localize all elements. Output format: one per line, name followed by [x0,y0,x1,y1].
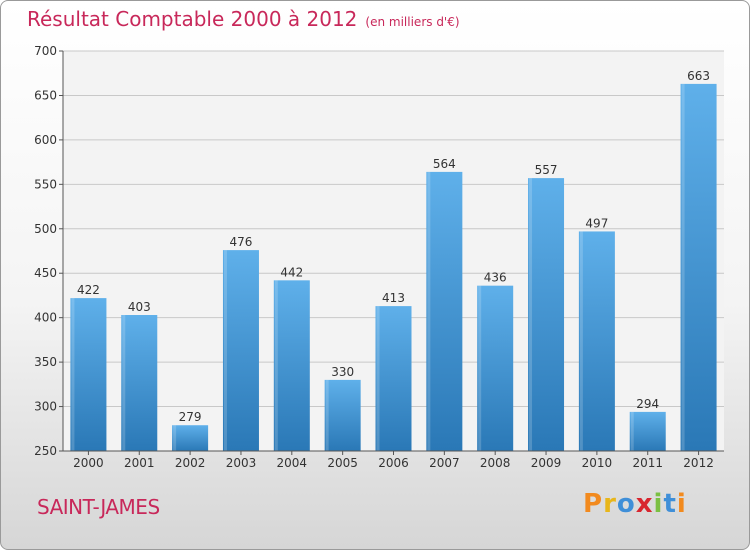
bar-highlight [681,83,685,451]
bar-highlight [478,285,482,451]
bar [172,425,209,451]
bar [528,178,565,451]
bar-highlight [122,315,126,451]
bar-highlight [427,171,431,451]
x-tick-label: 2004 [277,456,308,470]
bar [70,298,107,451]
y-tick-label: 700 [34,44,57,58]
bar-highlight [376,306,380,451]
data-label: 279 [179,410,202,424]
logo-letter: i [676,489,687,519]
location-label: SAINT-JAMES [37,495,160,519]
x-tick-label: 2003 [226,456,257,470]
logo-letter: r [603,489,617,519]
data-label: 330 [331,365,354,379]
logo-letter: P [583,489,604,519]
bar [426,171,463,451]
y-tick-label: 250 [34,444,57,458]
bar [477,285,514,451]
bar-highlight [274,280,278,451]
x-tick-label: 2007 [429,456,460,470]
data-label: 442 [280,265,303,279]
y-tick-label: 550 [34,177,57,191]
bar-highlight [325,379,329,451]
chart-title-unit: (en milliers d'€) [365,15,460,29]
x-tick-label: 2008 [480,456,511,470]
x-tick-label: 2002 [175,456,206,470]
x-tick-label: 2001 [124,456,155,470]
x-tick-label: 2011 [632,456,663,470]
x-tick-label: 2010 [582,456,613,470]
bar [629,411,666,451]
logo-letter: t [663,489,677,519]
data-label: 413 [382,291,405,305]
bar [680,83,717,451]
bar-highlight [579,231,583,451]
bar [578,231,615,451]
data-label: 564 [433,157,456,171]
proxiti-logo: Proxiti [583,489,687,519]
y-axis: 250 300 350 400 450 500 550 600 650 700 [34,44,64,458]
x-tick-label: 2000 [73,456,104,470]
bar-highlight [71,298,75,451]
x-tick-label: 2005 [327,456,358,470]
data-label: 436 [484,271,507,285]
bar-highlight [173,425,177,451]
data-label: 403 [128,300,151,314]
bar-highlight [223,250,227,451]
logo-letter: i [653,489,664,519]
x-tick-label: 2009 [531,456,562,470]
y-tick-label: 650 [34,88,57,102]
y-tick-label: 350 [34,355,57,369]
data-label: 422 [77,283,100,297]
data-label: 557 [535,163,558,177]
bar [121,315,158,451]
y-tick-label: 450 [34,266,57,280]
y-tick-label: 400 [34,311,57,325]
y-tick-label: 600 [34,133,57,147]
bar [375,306,412,451]
chart-title-main: Résultat Comptable 2000 à 2012 [27,7,358,31]
data-label: 294 [636,397,659,411]
data-label: 476 [230,235,253,249]
x-tick-label: 2006 [378,456,409,470]
bar [222,250,259,451]
bar [324,379,361,451]
logo-letter: x [635,489,654,519]
y-tick-label: 500 [34,222,57,236]
data-label: 663 [687,69,710,83]
bars: 422 403 279 476 442 330 413 564 436 557 497 294 663 [70,69,717,451]
chart-title: Résultat Comptable 2000 à 2012 (en millie… [27,7,460,31]
y-tick-label: 300 [34,400,57,414]
data-label: 497 [585,216,608,230]
bar [273,280,310,451]
logo-letter: o [616,489,636,519]
x-axis: 2000 2001 2002 2003 2004 2005 2006 2007 2008 2009… [63,450,724,470]
bar-highlight [630,411,634,451]
x-tick-label: 2012 [683,456,714,470]
bar-highlight [529,178,533,451]
